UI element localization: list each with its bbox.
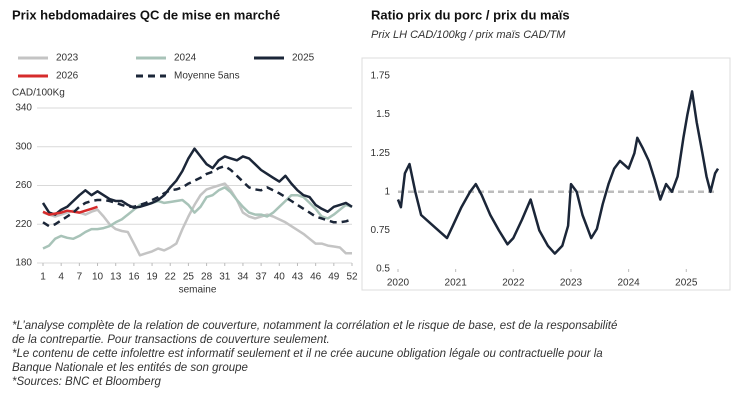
y-tick-label: 0.5 bbox=[376, 264, 390, 275]
x-tick-label: 7 bbox=[77, 272, 83, 283]
y-tick-label: 260 bbox=[15, 180, 32, 191]
footnote: *Sources: BNC et Bloomberg bbox=[12, 376, 162, 388]
chart-frame bbox=[361, 57, 731, 291]
x-axis-label: semaine bbox=[179, 285, 217, 296]
y-tick-label: 180 bbox=[15, 258, 32, 269]
x-tick-label: 34 bbox=[237, 272, 249, 283]
x-tick-label: 1 bbox=[40, 272, 46, 283]
y-tick-label: 300 bbox=[15, 141, 32, 152]
x-tick-label: 37 bbox=[256, 272, 268, 283]
x-tick-label: 2024 bbox=[618, 278, 641, 289]
y-tick-label: 220 bbox=[15, 219, 32, 230]
x-tick-label: 28 bbox=[201, 272, 213, 283]
x-tick-label: 52 bbox=[346, 272, 358, 283]
line bbox=[41, 147, 353, 216]
footnote: *Le contenu de cette infolettre est info… bbox=[12, 348, 603, 360]
legend-label: Moyenne 5ans bbox=[174, 71, 240, 82]
y-tick-label: 340 bbox=[15, 103, 32, 114]
y-tick-label: 1.75 bbox=[371, 71, 391, 82]
y-tick-label: 1.5 bbox=[376, 109, 390, 120]
y-tick-label: 0.75 bbox=[371, 225, 391, 236]
chart-title: Ratio prix du porc / prix du maïs bbox=[371, 7, 570, 22]
footnote: Banque Nationale et les entités de son g… bbox=[12, 362, 248, 374]
x-tick-label: 4 bbox=[58, 272, 64, 283]
x-tick-label: 2020 bbox=[387, 278, 410, 289]
x-tick-label: 25 bbox=[183, 272, 195, 283]
line bbox=[42, 205, 98, 216]
x-tick-label: 31 bbox=[219, 272, 231, 283]
chart-title: Prix hebdomadaires QC de mise en marché bbox=[12, 7, 280, 22]
chart-subtitle: Prix LH CAD/100kg / prix maïs CAD/TM bbox=[371, 29, 566, 41]
legend-label: 2023 bbox=[56, 53, 79, 64]
line bbox=[396, 90, 720, 255]
footnote: de la contrepartie. Pour transactions de… bbox=[12, 334, 330, 346]
legend-label: 2026 bbox=[56, 71, 79, 82]
x-tick-label: 19 bbox=[146, 272, 158, 283]
x-tick-label: 13 bbox=[110, 272, 122, 283]
y-tick-label: 1.25 bbox=[371, 148, 391, 159]
x-tick-label: 40 bbox=[274, 272, 286, 283]
legend-label: 2025 bbox=[292, 53, 315, 64]
y-tick-label: 1 bbox=[384, 186, 390, 197]
x-tick-label: 2025 bbox=[675, 278, 698, 289]
x-tick-label: 10 bbox=[92, 272, 104, 283]
x-tick-label: 16 bbox=[128, 272, 140, 283]
x-tick-label: 2022 bbox=[502, 278, 525, 289]
x-tick-label: 2021 bbox=[445, 278, 468, 289]
line bbox=[42, 182, 352, 257]
y-axis-label: CAD/100Kg bbox=[12, 88, 65, 99]
x-tick-label: 22 bbox=[165, 272, 177, 283]
x-tick-label: 43 bbox=[292, 272, 304, 283]
x-tick-label: 2023 bbox=[560, 278, 583, 289]
x-tick-label: 49 bbox=[328, 272, 340, 283]
line bbox=[42, 186, 353, 250]
legend-label: 2024 bbox=[174, 53, 197, 64]
x-tick-label: 46 bbox=[310, 272, 322, 283]
footnote: *L’analyse complète de la relation de co… bbox=[12, 320, 617, 332]
line bbox=[42, 164, 353, 228]
